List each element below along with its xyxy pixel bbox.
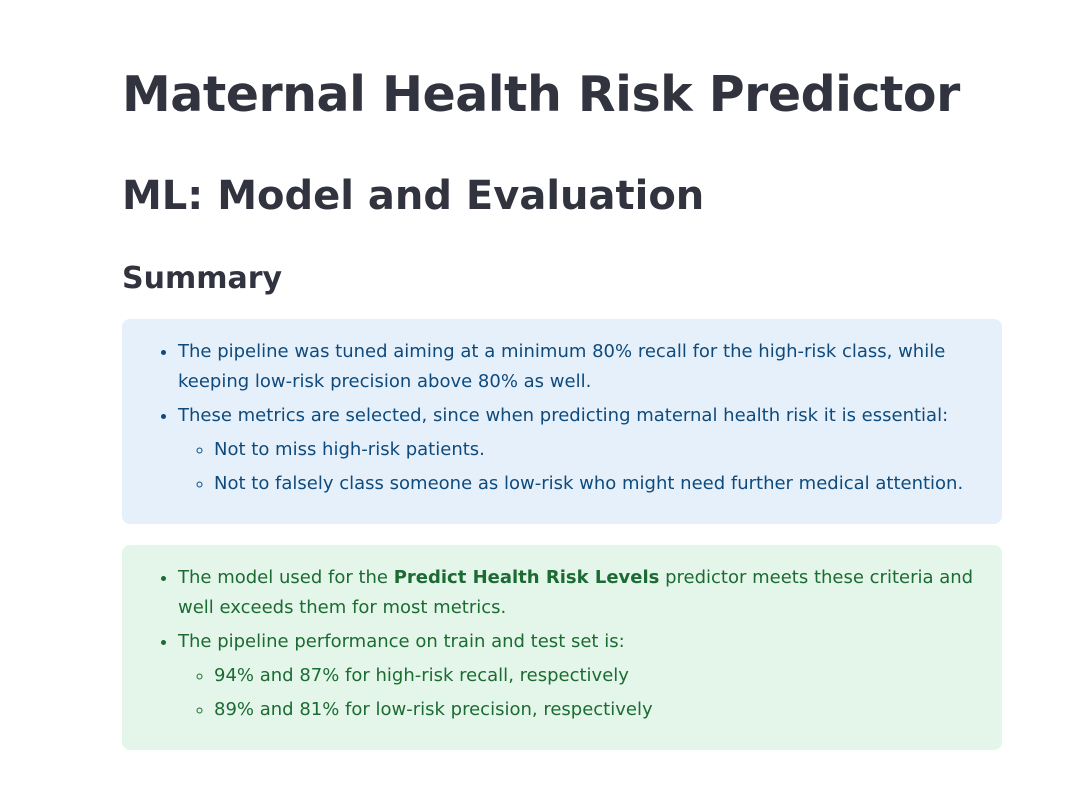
info-bullet-item: The pipeline was tuned aiming at a minim… xyxy=(178,337,982,397)
success-bullet-text: The pipeline performance on train and te… xyxy=(178,631,625,652)
success-bullet-suffix: predictor meets these criteria and well … xyxy=(178,567,974,618)
info-bullet-list: The pipeline was tuned aiming at a minim… xyxy=(142,337,982,499)
info-alert: The pipeline was tuned aiming at a minim… xyxy=(122,319,1002,524)
info-sub-bullet-item: Not to miss high-risk patients. xyxy=(214,435,982,465)
success-alert: The model used for the Predict Health Ri… xyxy=(122,545,1002,750)
section-title: ML: Model and Evaluation xyxy=(122,173,705,219)
summary-heading: Summary xyxy=(122,261,283,296)
success-bullet-list: The model used for the Predict Health Ri… xyxy=(142,563,982,725)
success-sub-bullet-item: 89% and 81% for low-risk precision, resp… xyxy=(214,695,982,725)
info-bullet-text: The pipeline was tuned aiming at a minim… xyxy=(178,341,946,392)
success-bullet-item: The model used for the Predict Health Ri… xyxy=(178,563,982,623)
predictor-name-bold: Predict Health Risk Levels xyxy=(393,567,660,588)
info-bullet-text: These metrics are selected, since when p… xyxy=(178,405,949,426)
info-sub-bullet-list: Not to miss high-risk patients. Not to f… xyxy=(178,435,982,499)
page-title: Maternal Health Risk Predictor xyxy=(122,66,960,123)
info-bullet-item: These metrics are selected, since when p… xyxy=(178,401,982,499)
success-bullet-item: The pipeline performance on train and te… xyxy=(178,627,982,725)
success-sub-bullet-list: 94% and 87% for high-risk recall, respec… xyxy=(178,661,982,725)
success-sub-bullet-item: 94% and 87% for high-risk recall, respec… xyxy=(214,661,982,691)
info-sub-bullet-item: Not to falsely class someone as low-risk… xyxy=(214,469,982,499)
success-bullet-prefix: The model used for the xyxy=(178,567,394,588)
